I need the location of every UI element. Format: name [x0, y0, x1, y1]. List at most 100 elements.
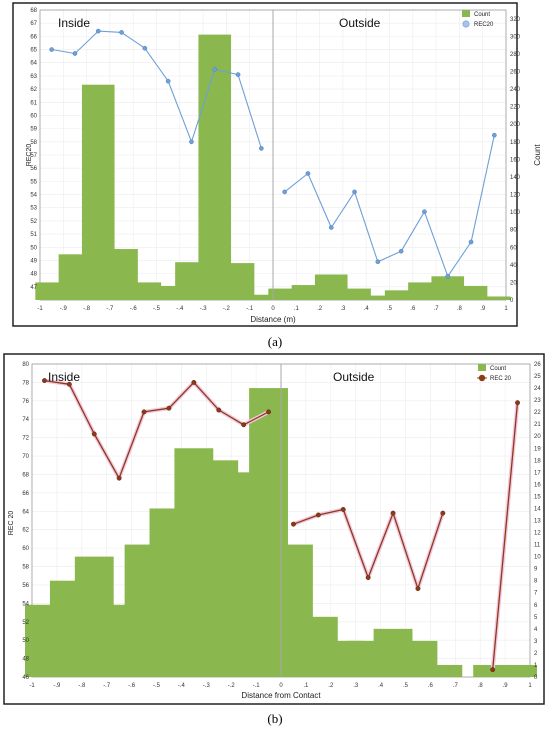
x-tick-label: .2 [317, 306, 323, 312]
x-tick-label: .4 [364, 306, 370, 312]
y-right-tick-label: 11 [534, 543, 541, 549]
line-rec20 [284, 135, 495, 277]
point-rec20 [375, 259, 381, 265]
legend-label-rec20: REC 20 [490, 376, 512, 382]
y-left-tick-label: 52 [30, 219, 37, 225]
y-right-tick-label: 8 [534, 579, 538, 585]
y-right-tick-label: 7 [534, 591, 538, 597]
x-tick-label: .1 [294, 306, 300, 312]
x-tick-label: -.8 [78, 683, 86, 689]
legend-swatch-count [478, 364, 486, 371]
y-right-tick-label: 16 [534, 482, 541, 488]
x-tick-label: -.3 [203, 683, 211, 689]
y-left-tick-label: 56 [30, 166, 37, 172]
y-left-tick-label: 67 [30, 21, 37, 27]
x-tick-label: .7 [434, 306, 440, 312]
y-right-tick-label: 2 [534, 651, 538, 657]
y-left-tick-label: 54 [22, 601, 29, 607]
y-right-tick-label: 80 [510, 228, 517, 234]
point-rec20 [142, 45, 148, 51]
bar-count [338, 288, 371, 300]
y-right-tick-label: 24 [534, 386, 541, 392]
point-rec20 [282, 189, 287, 195]
point-rec20 [165, 78, 171, 84]
y-right-tick-label: 14 [534, 506, 541, 512]
bar-count [221, 263, 255, 300]
bar-count [198, 34, 232, 301]
y-right-tick-label: 280 [510, 52, 521, 58]
y-left-tick-label: 62 [22, 528, 29, 534]
y-left-tick-label: 66 [30, 34, 37, 40]
y-left-tick-label: 47 [30, 285, 37, 291]
y-right-tick-label: 200 [510, 122, 521, 128]
point-rec20 [490, 667, 496, 673]
y-left-tick-label: 50 [22, 638, 29, 644]
point-rec20 [266, 409, 271, 415]
chart-panel-b: -1 -.9 -.8 -.7 -.6 -.5 -.4 -.3 -.2 -.1 0 .1 .2 .3 .4 .5… [3, 353, 545, 705]
y-right-tick-label: 300 [510, 34, 521, 40]
y-left-tick-label: 64 [30, 61, 37, 67]
y-right-tick-label: 1 [534, 663, 538, 669]
bar-count [384, 290, 418, 300]
x-tick-label: .3 [340, 306, 346, 312]
y-left-tick-label: 46 [22, 675, 29, 681]
y-left-tick-label: 60 [22, 546, 29, 552]
y-right-tick-label: 25 [534, 374, 541, 380]
y-left-tick-label: 68 [30, 8, 37, 14]
y-right-tick-label: 6 [534, 603, 538, 609]
y-left-tick-label: 70 [22, 454, 29, 460]
y-right-tick-label: 10 [534, 555, 541, 561]
y-right-tick-label: 17 [534, 470, 541, 476]
region-label-inside: Inside [48, 370, 80, 384]
x-tick-label: -.6 [130, 306, 138, 312]
y-left-tick-label: 61 [30, 100, 37, 106]
x-tick-label: .6 [410, 306, 416, 312]
legend-label-rec20: REC20 [474, 22, 494, 28]
point-rec20 [492, 132, 497, 138]
y-left-tick-label: 48 [30, 272, 37, 278]
point-rec20 [398, 248, 404, 254]
chart-panel-a: -1 -.9 -.8 -.7 -.6 -.5 -.4 -.3 -.2 -.1 0 .1 .2 .3 .4 .5… [12, 2, 542, 327]
y-left-tick-label: 51 [30, 232, 37, 238]
bar-count [245, 294, 278, 300]
y-right-tick-label: 15 [534, 494, 541, 500]
y-left-tick-label: 49 [30, 258, 37, 264]
x-tick-label: .8 [478, 683, 484, 689]
y-left-tick-label: 60 [30, 113, 37, 119]
point-rec20 [328, 225, 334, 230]
point-rec20 [49, 47, 55, 52]
y-left-tick-label: 58 [22, 565, 29, 571]
y-left-tick-label: 54 [30, 193, 37, 199]
point-rec20 [352, 189, 357, 195]
y-right-tick-label: 140 [510, 175, 521, 181]
x-tick-label: -.5 [153, 683, 161, 689]
y-left-tick-label: 74 [22, 417, 29, 423]
x-axis-label: Distance (m) [250, 315, 296, 324]
point-rec20 [365, 575, 371, 581]
point-rec20 [235, 72, 241, 77]
y-left-tick-label: 72 [22, 436, 29, 442]
region-label-outside: Outside [333, 370, 375, 384]
x-tick-label: -.4 [178, 683, 186, 689]
region-label-inside: Inside [58, 16, 90, 30]
caption-a: (a) [268, 334, 282, 349]
x-tick-label: .8 [457, 306, 463, 312]
x-tick-label: -.9 [60, 306, 68, 312]
point-rec20 [216, 407, 222, 413]
x-tick-label: -.3 [200, 306, 208, 312]
x-tick-label: -.7 [106, 306, 114, 312]
x-tick-label: -.6 [128, 683, 136, 689]
x-tick-label: .6 [428, 683, 434, 689]
x-tick-label: 0 [279, 683, 283, 689]
y-right-tick-label: 320 [510, 17, 521, 23]
point-rec20 [340, 507, 346, 512]
x-tick-label: .2 [328, 683, 334, 689]
caption-b: (b) [267, 711, 282, 726]
x-tick-label: .4 [378, 683, 384, 689]
legend-marker-rec20 [462, 20, 470, 28]
y-right-tick-label: 20 [510, 280, 517, 286]
y-left-tick-label: 55 [30, 179, 37, 185]
y-right-tick-label: 13 [534, 519, 541, 525]
y-left-tick-label: 52 [22, 620, 29, 626]
